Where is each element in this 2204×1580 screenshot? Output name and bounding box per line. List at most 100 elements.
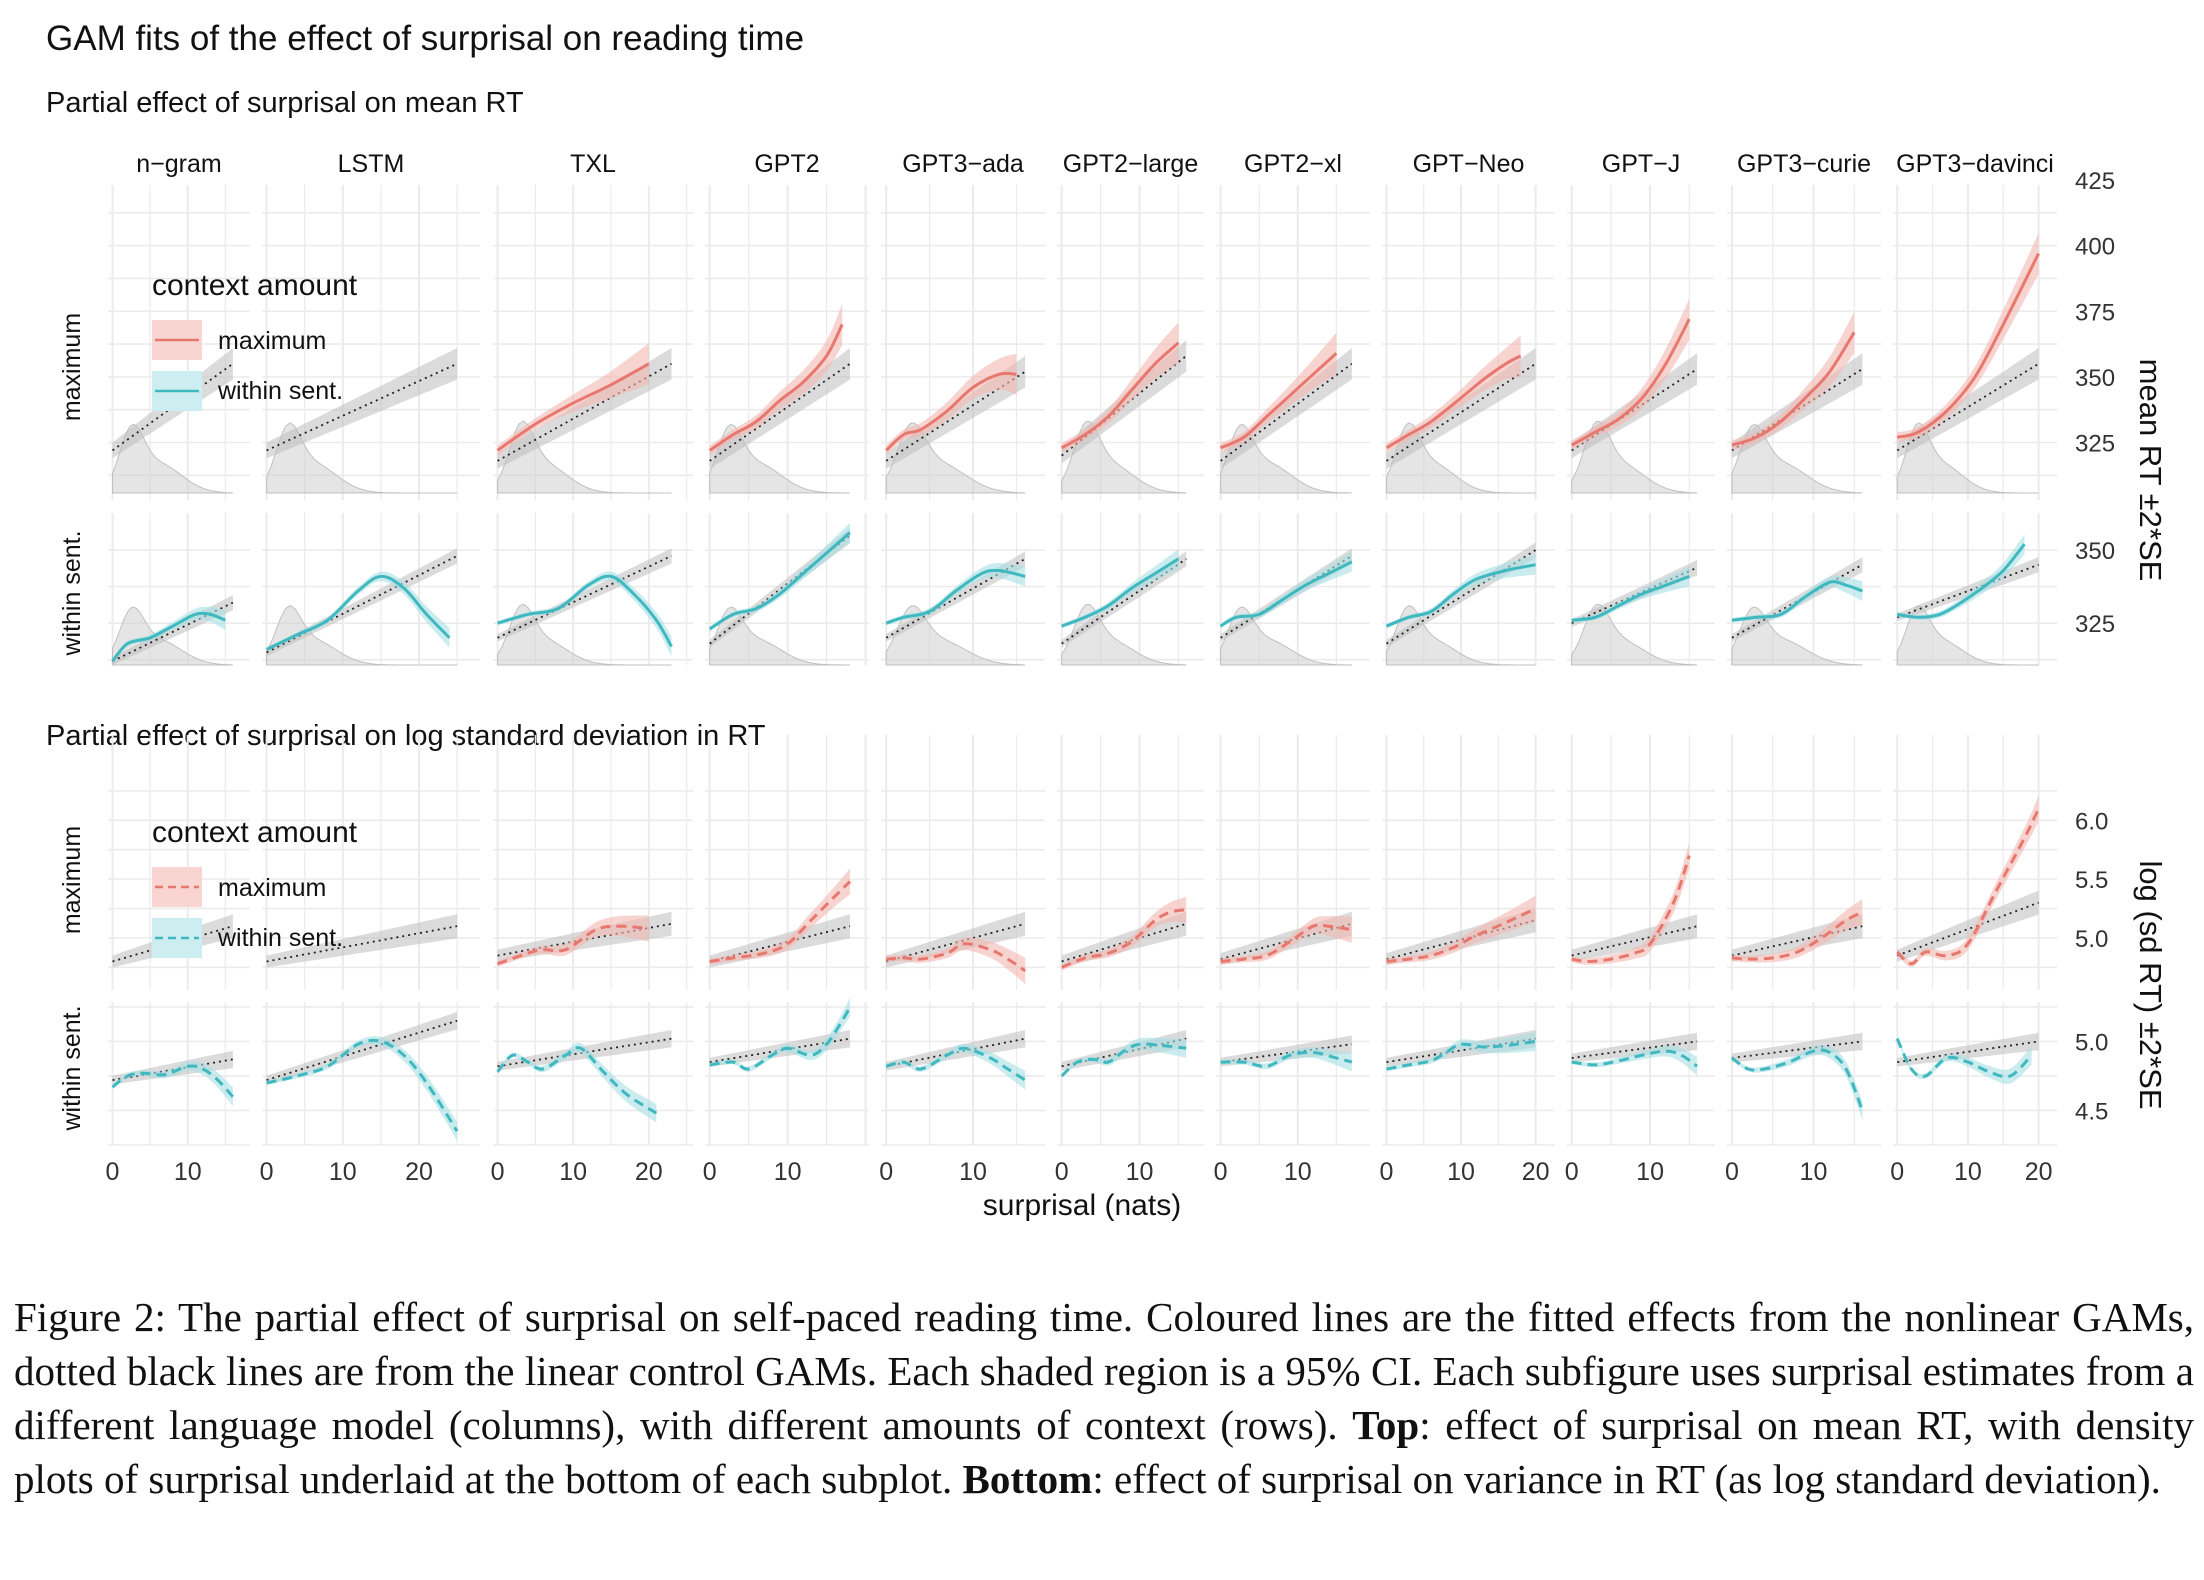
caption-bottom-rest: : effect of surprisal on variance in RT …	[1092, 1456, 2161, 1502]
panel-mean-ws-7	[1382, 513, 1555, 666]
panel-mean-max-6	[1216, 185, 1370, 500]
linear-control-line	[1896, 362, 2040, 452]
linear-ci-band	[266, 914, 458, 968]
panel-logsd-ws-10	[1893, 1002, 2057, 1146]
gam-fit-line	[1220, 923, 1353, 963]
gam-ci-ribbon	[1061, 1037, 1187, 1079]
x-tick-label-5-1: 10	[1126, 1158, 1154, 1186]
linear-ci-band	[1220, 1035, 1352, 1067]
panel-mean-max-9	[1727, 185, 1881, 500]
panel-logsd-ws-1	[262, 1002, 480, 1146]
gam-fit-line	[885, 371, 1017, 452]
panel-logsd-ws-3	[705, 997, 869, 1146]
strip-label-3: GPT2	[754, 150, 819, 178]
gam-fit-line	[1571, 1049, 1699, 1068]
linear-control-line	[266, 362, 458, 452]
density-underlay	[709, 606, 850, 666]
caption-top-bold: Top	[1352, 1402, 1420, 1448]
linear-control-line	[112, 601, 234, 662]
legend-top: context amount maximum within sent.	[152, 269, 358, 411]
gam-fit-line	[497, 924, 649, 966]
gam-ci-ribbon	[1220, 916, 1352, 965]
main-title: GAM fits of the effect of surprisal on r…	[46, 19, 804, 58]
x-tick-label-4-0: 0	[879, 1158, 893, 1186]
y-tick-label-3-0: 4.5	[2075, 1098, 2108, 1125]
y-tick-label-2-2: 6.0	[2075, 808, 2108, 835]
y-tick-label-2-1: 5.5	[2075, 867, 2108, 894]
y-tick-label-0-4: 425	[2075, 168, 2115, 195]
linear-control-line	[1896, 901, 2039, 957]
strip-label-6: GPT2−xl	[1244, 150, 1342, 178]
gam-fit-line	[708, 531, 851, 631]
x-tick-label-7-0: 0	[1380, 1158, 1394, 1186]
gam-ci-ribbon	[497, 343, 649, 456]
gam-fit-line	[709, 1006, 852, 1071]
strip-label-2: TXL	[570, 150, 616, 178]
linear-control-line	[709, 363, 851, 462]
x-tick-label-1-2: 20	[405, 1158, 433, 1186]
x-tick-label-8-1: 10	[1636, 1158, 1664, 1186]
caption-main: Figure 2: The partial effect of surprisa…	[14, 1294, 2194, 1448]
caption-bottom-bold: Bottom	[962, 1456, 1093, 1502]
linear-control-line	[1731, 925, 1863, 957]
linear-ci-band	[1897, 348, 2039, 459]
legend-top-label-ws: within sent.	[217, 377, 343, 405]
x-tick-label-1-1: 10	[329, 1158, 357, 1186]
linear-control-line	[111, 363, 234, 452]
panel-logsd-ws-8	[1567, 1002, 1715, 1146]
row-label-top-ws: within sent.	[58, 530, 86, 656]
gam-fit-line	[496, 1046, 658, 1115]
x-tick-label-7-1: 10	[1447, 1158, 1475, 1186]
legend-bottom-title: context amount	[152, 816, 358, 849]
strip-label-8: GPT−J	[1602, 150, 1681, 178]
facet-grid: 325 350 375 400 425 325 350 5.0 5.5 6.0 4.5 5.0 0 10 0…	[106, 168, 2115, 1186]
linear-ci-band	[266, 1012, 458, 1085]
panel-mean-max-7	[1382, 185, 1555, 500]
density-underlay	[709, 423, 850, 494]
panel-mean-ws-9	[1727, 513, 1881, 666]
linear-ci-band	[266, 548, 458, 657]
panel-logsd-max-1	[262, 735, 480, 990]
x-tick-label-2-1: 10	[559, 1158, 587, 1186]
panel-logsd-max-9	[1727, 735, 1881, 990]
gam-ci-ribbon	[1731, 311, 1855, 450]
linear-control-line	[1061, 922, 1187, 963]
linear-control-line	[266, 925, 458, 963]
gam-ci-ribbon	[1061, 896, 1187, 971]
y-tick-label-0-0: 325	[2075, 431, 2115, 458]
y-tick-label-1-1: 350	[2075, 538, 2115, 565]
strip-label-0: n−gram	[136, 150, 221, 178]
strip-label-4: GPT3−ada	[902, 150, 1024, 178]
legend-bottom: context amount maximum within sent.	[152, 816, 358, 958]
density-underlay	[496, 603, 672, 666]
linear-control-line	[1731, 563, 1863, 639]
gam-fit-line	[497, 574, 673, 648]
gam-ci-ribbon	[886, 562, 1026, 626]
panel-mean-max-3	[705, 185, 869, 500]
panel-logsd-max-5	[1057, 735, 1204, 990]
gam-fit-line	[1731, 331, 1856, 447]
panel-logsd-max-7	[1382, 735, 1555, 990]
bottom-right-axis-label: log (sd RT) ±2*SE	[2133, 860, 2168, 1109]
gam-ci-ribbon	[112, 606, 226, 664]
panel-mean-ws-8	[1567, 513, 1715, 666]
panel-logsd-max-4	[881, 735, 1045, 990]
panel-mean-ws-5	[1057, 513, 1204, 666]
bottom-section-title: Partial effect of surprisal on log stand…	[46, 720, 766, 752]
x-tick-label-2-0: 0	[491, 1158, 505, 1186]
linear-control-line	[1731, 1040, 1863, 1059]
gam-ci-ribbon	[266, 571, 450, 652]
gam-ci-ribbon	[1571, 298, 1690, 450]
strip-label-10: GPT3−davinci	[1896, 150, 2054, 178]
linear-control-line	[1896, 563, 2039, 619]
gam-fit-line	[266, 1038, 459, 1132]
gam-fit-line	[708, 323, 844, 452]
gam-fit-line	[885, 568, 1026, 625]
gam-fit-line	[265, 574, 451, 651]
linear-ci-band	[1897, 890, 2039, 962]
panel-mean-ws-6	[1216, 513, 1370, 666]
x-tick-label-8-0: 0	[1565, 1158, 1579, 1186]
x-tick-label-3-0: 0	[703, 1158, 717, 1186]
density-underlay	[1896, 422, 2039, 494]
x-tick-label-1-0: 0	[260, 1158, 274, 1186]
